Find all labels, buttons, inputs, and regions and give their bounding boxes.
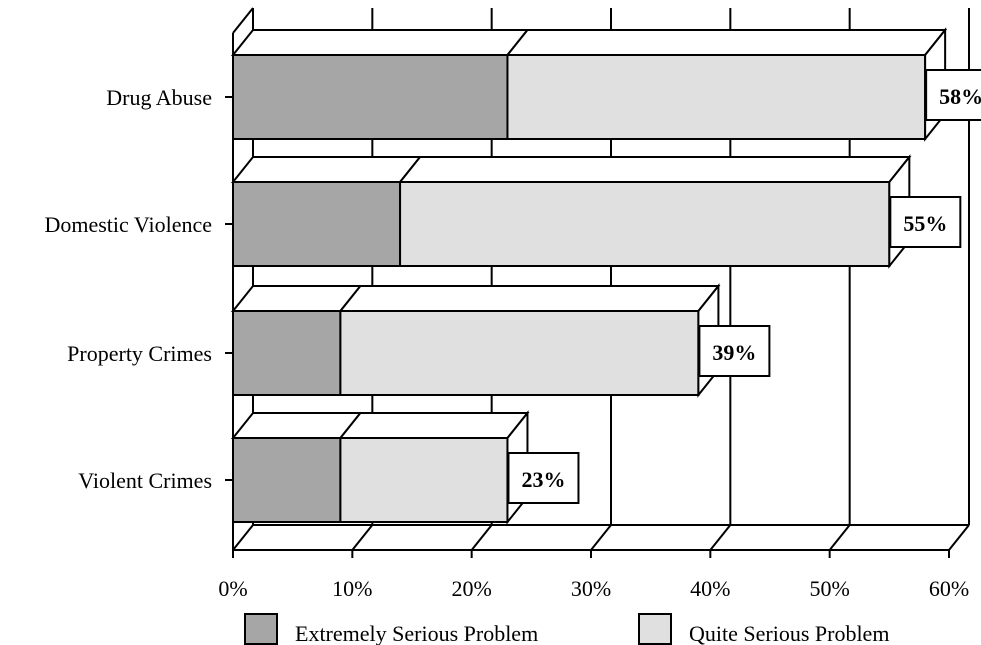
legend-label: Quite Serious Problem	[689, 621, 889, 645]
data-label: 23%	[521, 467, 565, 492]
floor-edge	[470, 524, 493, 551]
bar-segment-top	[397, 156, 912, 183]
side-wall-top-edge	[232, 7, 254, 34]
bar-segment	[339, 310, 700, 396]
category-label: Violent Crimes	[78, 468, 212, 493]
floor-edge	[590, 524, 612, 551]
bar-segment	[232, 437, 342, 523]
bar-segment	[232, 310, 342, 396]
floor-edge	[351, 524, 374, 551]
y-axis: Drug Abuse Domestic Violence Property Crim…	[44, 85, 233, 493]
x-tick-label: 10%	[332, 576, 372, 601]
category-label: Drug Abuse	[106, 85, 212, 110]
x-tick-label: 30%	[571, 576, 611, 601]
legend-swatch	[638, 613, 672, 645]
floor-edge	[232, 524, 254, 551]
x-axis: 0% 10% 20% 30% 40% 50% 60%	[218, 33, 969, 601]
legend-label: Extremely Serious Problem	[295, 621, 538, 645]
bar-segment-top	[338, 412, 530, 439]
data-label-box	[507, 452, 580, 504]
bar-segment	[506, 54, 927, 140]
data-label: 39%	[712, 340, 756, 365]
x-tick-label: 60%	[929, 576, 969, 601]
x-tick-label: 20%	[452, 576, 492, 601]
bar-segment-top	[230, 156, 423, 183]
floor-right-edge	[948, 524, 970, 551]
data-label: 58%	[939, 84, 981, 109]
data-label-box	[889, 196, 962, 248]
category-label: Domestic Violence	[44, 212, 212, 237]
bar-segment	[339, 437, 509, 523]
data-label-box	[925, 69, 981, 121]
category-label: Property Crimes	[67, 341, 212, 366]
x-tick-label: 50%	[810, 576, 850, 601]
x-tick-label: 0%	[218, 576, 247, 601]
bar-segment-top	[230, 29, 530, 56]
floor-edge	[828, 524, 851, 551]
bars: 58% 55% 39% 23%	[230, 27, 981, 525]
data-label: 55%	[903, 211, 947, 236]
floor-edge	[709, 524, 732, 551]
legend: Extremely Serious Problem Quite Serious P…	[244, 613, 889, 645]
legend-swatch	[244, 613, 278, 645]
x-tick-label: 40%	[690, 576, 730, 601]
data-label-box	[698, 325, 771, 377]
bar-segment-top	[338, 285, 721, 312]
bar-segment-top	[505, 29, 948, 56]
bar-segment-top	[230, 412, 363, 439]
bar-segment	[232, 181, 402, 267]
bar-segment-top	[230, 285, 363, 312]
bar-segment	[232, 54, 509, 140]
bar-segment	[399, 181, 891, 267]
